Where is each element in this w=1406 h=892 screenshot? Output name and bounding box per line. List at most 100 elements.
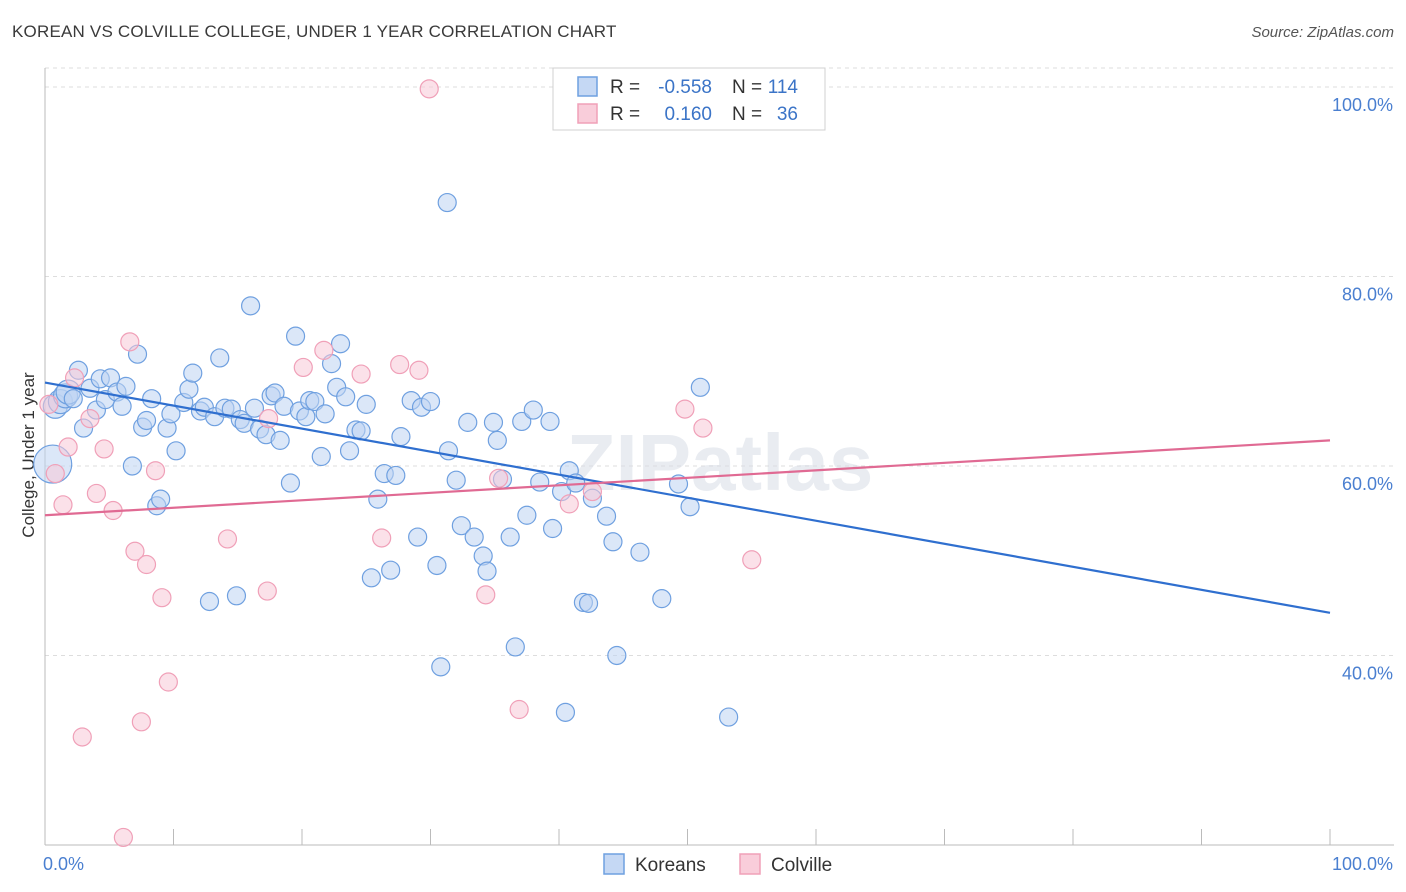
colville-point xyxy=(390,354,410,375)
colville-point xyxy=(45,463,65,484)
legend-swatch-koreans xyxy=(577,76,598,97)
colville-point xyxy=(351,364,371,384)
korean-point xyxy=(458,412,478,432)
colville-point xyxy=(675,399,695,419)
korean-point xyxy=(530,472,550,492)
korean-point xyxy=(116,376,136,396)
colville-point xyxy=(742,550,762,570)
colville-point xyxy=(372,528,392,548)
korean-point xyxy=(356,394,376,414)
korean-point xyxy=(451,516,471,536)
korean-point xyxy=(330,334,351,354)
korean-point xyxy=(420,391,441,412)
korean-point xyxy=(630,542,650,562)
colville-point xyxy=(158,672,178,692)
legend-r-label-2: R = xyxy=(610,104,640,125)
colville-point xyxy=(489,468,509,488)
korean-point xyxy=(652,589,672,609)
colville-point xyxy=(39,394,59,414)
colville-point xyxy=(120,332,140,352)
regression-lines xyxy=(44,381,1331,614)
legend-r-label-1: R = xyxy=(610,77,640,98)
korean-point xyxy=(305,391,325,412)
y-tick-labels: 40.0% 60.0% 80.0% 100.0% xyxy=(1332,95,1393,684)
korean-point xyxy=(381,560,401,580)
colville-point xyxy=(152,588,172,608)
colville-point xyxy=(58,437,78,457)
colville-point xyxy=(94,439,114,459)
korean-point xyxy=(464,527,484,547)
korean-point xyxy=(336,387,356,407)
bottom-legend: Koreans Colville xyxy=(603,853,832,876)
korean-point xyxy=(431,657,451,677)
korean-point xyxy=(505,637,525,657)
korean-point xyxy=(151,489,171,509)
korean-point xyxy=(596,506,617,526)
korean-point xyxy=(339,441,360,461)
colville-trend-line xyxy=(44,439,1331,517)
colville-point xyxy=(217,529,238,549)
colville-point xyxy=(72,727,92,747)
korean-point xyxy=(311,446,331,467)
legend-r-value-2: 0.160 xyxy=(664,104,712,125)
colville-point xyxy=(582,481,603,502)
colville-point xyxy=(293,357,313,378)
y-tick-label-2: 80.0% xyxy=(1342,284,1393,304)
source-credit: Source: ZipAtlas.com xyxy=(1251,24,1394,41)
korean-point xyxy=(183,363,203,383)
legend-swatch-colville xyxy=(577,103,598,124)
korean-point xyxy=(487,430,507,450)
colville-point xyxy=(257,581,277,601)
korean-point xyxy=(285,326,306,346)
korean-point xyxy=(477,561,497,581)
korean-point xyxy=(199,591,220,612)
bottom-legend-colville: Colville xyxy=(771,855,832,876)
legend-n-label-2: N = xyxy=(732,104,762,125)
colville-point xyxy=(693,418,713,438)
colville-point xyxy=(476,585,496,605)
korean-trend-line xyxy=(44,381,1331,614)
korean-point xyxy=(523,400,543,420)
korean-point xyxy=(179,379,199,399)
x-tick-labels: 0.0% 100.0% xyxy=(43,854,1393,874)
korean-point xyxy=(136,410,157,431)
colville-point xyxy=(64,368,85,388)
korean-point xyxy=(386,465,406,486)
korean-point xyxy=(226,586,247,606)
korean-point xyxy=(555,702,576,722)
korean-point xyxy=(265,383,285,403)
colville-point xyxy=(86,483,107,504)
y-tick-label-1: 60.0% xyxy=(1342,474,1393,494)
korean-point xyxy=(210,348,230,368)
legend-n-value-2: 36 xyxy=(777,104,798,125)
colville-series xyxy=(39,79,762,848)
korean-point xyxy=(427,555,447,576)
korean-point xyxy=(63,389,83,409)
korean-point xyxy=(542,518,563,539)
y-tick-label-0: 40.0% xyxy=(1342,663,1393,683)
colville-point xyxy=(409,360,429,380)
bottom-legend-swatch-colville xyxy=(739,853,761,875)
korean-point xyxy=(603,532,623,552)
y-axis-label: College, Under 1 year xyxy=(19,372,38,538)
korean-point xyxy=(241,296,261,316)
colville-point xyxy=(145,461,166,481)
korean-point xyxy=(719,707,739,727)
x-tick-label-1: 100.0% xyxy=(1332,854,1393,874)
korean-point xyxy=(578,593,599,613)
colville-point xyxy=(559,494,579,514)
korean-point xyxy=(244,398,265,418)
korean-point xyxy=(122,456,142,476)
korean-point xyxy=(270,430,290,450)
korean-point xyxy=(361,568,381,588)
legend-r-value-1: -0.558 xyxy=(658,77,712,98)
grid-lines xyxy=(45,67,1394,656)
korean-point xyxy=(166,441,186,461)
colville-point xyxy=(509,699,529,720)
colville-point xyxy=(131,712,151,732)
bottom-legend-swatch-koreans xyxy=(603,853,625,875)
korean-point xyxy=(408,527,428,547)
colville-point xyxy=(125,541,145,561)
legend-n-value-1: 114 xyxy=(768,77,799,98)
